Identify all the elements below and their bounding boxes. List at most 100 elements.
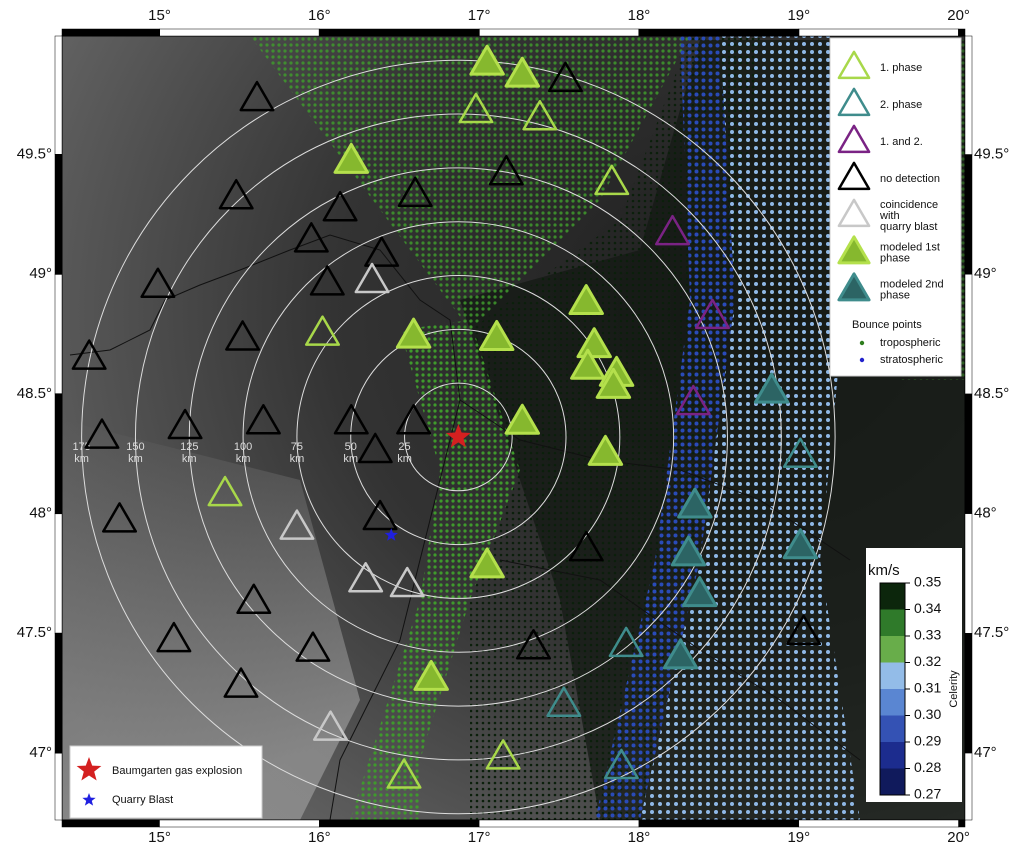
colorbar-title: Celerity	[948, 670, 960, 708]
station	[397, 176, 433, 208]
graticule-frame: 15° 15° 16° 16° 17° 17° 18° 18° 19° 19° 20° 20° 47° 4…	[17, 7, 1009, 846]
colorbar-tick-label: 0.33	[914, 627, 941, 643]
legend-heading: Bounce points	[852, 319, 922, 331]
station	[568, 284, 604, 316]
alps-relief	[62, 420, 360, 820]
legend: 1. phase 2. phase 1. and 2. no detection coi…	[829, 37, 962, 377]
legend-symbol	[837, 50, 871, 80]
colorbar-tick-label: 0.30	[914, 706, 941, 722]
blue-bounce-outer	[640, 36, 860, 820]
station	[279, 509, 315, 540]
frame-bar	[798, 819, 959, 828]
station	[458, 92, 494, 124]
station	[236, 583, 272, 615]
station	[84, 418, 120, 449]
colorbar-tick-label: 0.29	[914, 733, 941, 749]
frame-bar	[159, 819, 320, 828]
lat-tick-label: 47.5°	[974, 624, 1009, 641]
station	[357, 432, 393, 464]
station	[389, 566, 425, 598]
station	[675, 384, 711, 416]
distance-ring	[81, 59, 836, 815]
station	[608, 626, 644, 658]
legend-label: tropospheric	[880, 337, 941, 349]
frame-bar	[964, 752, 973, 821]
colorbar-segment	[880, 583, 905, 610]
legend-label: coincidence	[880, 199, 938, 211]
station	[603, 748, 639, 780]
station	[305, 315, 341, 346]
station	[322, 190, 358, 222]
frame-bar	[54, 393, 63, 514]
lon-tick-label: 15°	[148, 829, 171, 846]
station	[595, 367, 632, 399]
station	[167, 408, 203, 440]
ring-unit: km	[128, 453, 143, 465]
station	[333, 404, 369, 435]
frame-bar	[964, 633, 973, 754]
station	[395, 317, 432, 349]
station	[386, 758, 422, 789]
station	[223, 667, 259, 698]
ring-unit: km	[397, 453, 412, 465]
frame-bar	[964, 154, 973, 275]
frame-bar	[319, 28, 480, 37]
ring-label: 100	[234, 441, 252, 453]
lat-tick-label: 49°	[974, 265, 997, 282]
frame-bar	[964, 35, 973, 155]
station	[547, 61, 583, 93]
lon-tick-label: 15°	[148, 7, 171, 24]
distance-ring	[296, 275, 621, 599]
lon-tick-label: 20°	[947, 829, 970, 846]
station	[354, 262, 390, 294]
station	[245, 404, 281, 435]
ring-unit: km	[290, 453, 305, 465]
station	[239, 80, 275, 112]
frame-bar	[958, 819, 966, 828]
colorbar-tick-label: 0.34	[914, 600, 941, 616]
station	[677, 487, 713, 519]
frame-bar	[798, 28, 959, 37]
legend-symbol	[82, 793, 96, 806]
colorbar-tick-label: 0.35	[914, 574, 941, 590]
ring-unit: km	[182, 453, 197, 465]
legend-symbol	[837, 87, 871, 117]
colorbar-segment	[880, 689, 905, 716]
station	[594, 164, 630, 196]
legend-label: modeled 2nd	[880, 278, 944, 290]
frame-bar	[54, 273, 63, 395]
lat-tick-label: 47.5°	[17, 624, 52, 641]
lon-tick-label: 16°	[308, 7, 331, 24]
colorbar-segment	[880, 715, 905, 742]
colorbar-segment	[880, 768, 905, 795]
frame-bar	[478, 819, 640, 828]
station	[469, 547, 505, 579]
legend-label: 2. phase	[880, 99, 922, 111]
lat-tick-label: 49.5°	[17, 145, 52, 162]
station	[348, 562, 384, 593]
ring-label: 150	[126, 441, 144, 453]
lat-tick-label: 49°	[29, 265, 52, 282]
station	[295, 631, 331, 662]
lat-tick-label: 48°	[974, 505, 997, 522]
station	[681, 576, 718, 608]
lon-tick-label: 19°	[787, 829, 810, 846]
station	[576, 327, 612, 359]
lon-tick-label: 17°	[468, 7, 491, 24]
station	[140, 267, 176, 299]
frame-bar	[54, 154, 63, 275]
frame-bar	[54, 752, 63, 821]
station	[469, 44, 505, 76]
frame-bar	[54, 513, 63, 634]
legend-symbol	[837, 124, 871, 154]
station	[504, 56, 541, 88]
station	[309, 265, 345, 296]
station	[587, 434, 624, 466]
frame-bar	[319, 819, 480, 828]
legend-box	[69, 745, 263, 819]
station	[362, 499, 398, 531]
green-bounce-north	[250, 36, 690, 330]
station	[71, 339, 107, 370]
ring-unit: km	[236, 453, 251, 465]
legend-label: modeled 1st	[880, 241, 940, 253]
